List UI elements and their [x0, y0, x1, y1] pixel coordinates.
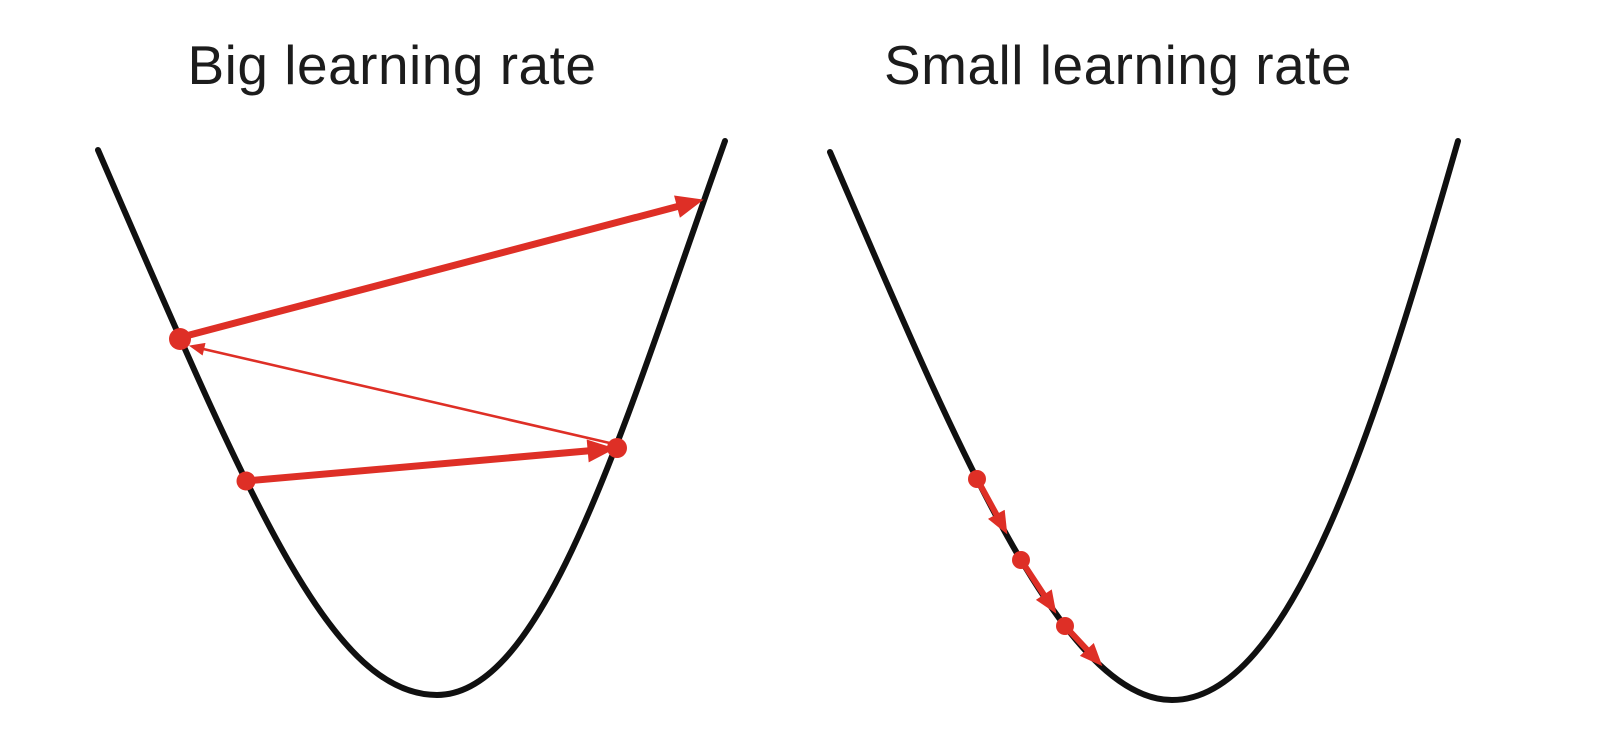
descent-step-arrow-1 — [242, 439, 616, 485]
gradient-point — [968, 470, 986, 488]
loss-curve-left — [95, 138, 728, 699]
gradient-point — [607, 438, 627, 458]
small-learning-rate-diagram — [827, 138, 1461, 704]
gradient-point — [169, 328, 191, 350]
descent-step-arrow-3-overshoot — [178, 195, 704, 341]
gradient-point — [1056, 617, 1074, 635]
panel-title-small-learning-rate: Small learning rate — [883, 34, 1353, 96]
descent-step-arrow-2-thin — [188, 342, 616, 446]
loss-curve-right — [827, 138, 1461, 704]
panel-title-big-learning-rate: Big learning rate — [187, 34, 597, 96]
big-learning-rate-diagram — [95, 138, 728, 699]
gradient-point — [1012, 551, 1030, 569]
gradient-point — [236, 471, 256, 491]
